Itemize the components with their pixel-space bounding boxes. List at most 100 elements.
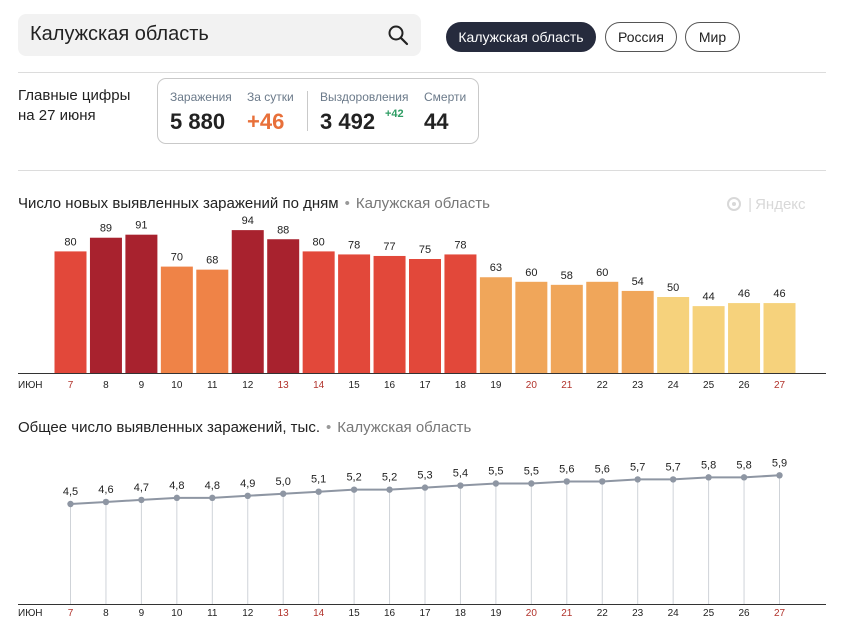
point-value-label: 4,9 [240,478,255,490]
bar [373,255,406,373]
bar-chart-title: Число новых выявленных заражений по дням… [18,195,490,212]
x-tick-label: 27 [774,608,786,619]
bar-value-label: 80 [64,236,76,248]
title-separator-dot: • [344,195,350,212]
point-value-label: 4,8 [169,480,184,492]
month-label: ИЮН [18,380,43,391]
stats-separator [307,91,308,131]
search-icon[interactable] [387,24,409,46]
point-value-label: 4,5 [63,486,78,498]
data-point [350,486,358,493]
daily-value: +46 [247,109,285,134]
bar [267,239,300,373]
bar [89,237,122,373]
bar [515,281,548,373]
x-tick-label: 24 [668,380,680,391]
bar [125,234,158,373]
x-tick-label: 16 [384,380,396,391]
x-tick-label: 23 [632,608,644,619]
bar-value-label: 80 [313,236,325,248]
search-input-value[interactable]: Калужская область [30,23,209,45]
bar-value-label: 77 [383,241,395,253]
tab-kaluga-region[interactable]: Калужская область [446,22,596,52]
bar [621,290,654,373]
x-tick-label: 7 [68,608,74,619]
x-tick-label: 11 [207,380,218,391]
x-tick-label: 7 [68,380,74,391]
tab-russia[interactable]: Россия [605,22,677,52]
bar [550,284,583,373]
search-input[interactable]: Калужская область [18,14,421,56]
stats-card: Заражения 5 880 За сутки +46 Выздоровлен… [157,78,479,144]
mid-divider [18,170,826,171]
recovered-value: 3 492 [320,109,376,134]
x-tick-label: 14 [313,380,325,391]
data-point [315,488,322,495]
data-point [457,482,464,489]
tab-world[interactable]: Мир [685,22,740,52]
x-tick-label: 9 [139,608,145,619]
point-value-label: 5,8 [701,459,716,471]
bar [728,303,761,373]
data-point [244,492,251,499]
x-tick-label: 27 [774,380,786,391]
data-point [421,484,429,491]
recovered-label: Выздоровления [320,90,409,104]
daily-label: За сутки [247,90,294,104]
bar [657,297,690,373]
x-tick-label: 16 [384,608,396,619]
x-tick-label: 25 [703,380,715,391]
bar-value-label: 46 [738,288,750,300]
x-tick-label: 23 [632,380,644,391]
bar-value-label: 68 [206,255,218,267]
bar-value-label: 78 [454,239,466,251]
x-tick-label: 15 [349,608,361,619]
bar [586,281,619,373]
bar-value-label: 58 [561,270,573,282]
bar [692,306,725,373]
x-tick-label: 19 [490,608,502,619]
deaths-value: 44 [424,109,449,134]
bar-value-label: 75 [419,244,431,256]
bar [196,269,229,373]
point-value-label: 5,7 [666,461,681,473]
yandex-logo-text: Яндекс [755,196,806,213]
headline-line2: на 27 июня [18,107,96,124]
bar-value-label: 70 [171,252,183,264]
cumulative-line-chart: 4,5 4,6 4,7 4,8 4,8 4,9 5,0 5,1 5,2 5,2 5,3 5,4 5,5 5… [18,457,826,619]
x-tick-label: 8 [103,380,109,391]
x-tick-label: 25 [703,608,715,619]
bar-chart-title-text: Число новых выявленных заражений по дням [18,195,339,212]
data-point [634,476,641,483]
x-tick-label: 24 [668,608,680,619]
line-chart-title: Общее число выявленных заражений, тыс. • К… [18,419,471,436]
x-tick-label: 22 [597,380,609,391]
bar [479,277,512,373]
x-tick-label: 17 [419,608,431,619]
bar-value-label: 60 [525,267,537,279]
point-value-label: 5,2 [382,472,397,484]
point-value-label: 5,5 [524,466,539,478]
bar [231,230,264,373]
point-value-label: 5,6 [595,463,610,475]
data-point [67,500,74,508]
point-value-label: 5,9 [772,457,787,469]
month-label: ИЮН [18,608,43,619]
yandex-logo-icon [727,197,741,211]
point-value-label: 4,6 [98,484,113,496]
bar-value-label: 60 [596,267,608,279]
data-point [492,480,500,487]
bar-value-label: 44 [702,291,714,303]
data-point [599,478,606,485]
data-point [173,494,181,502]
bar [54,251,87,373]
bar [409,259,441,373]
bar-value-label: 78 [348,239,360,251]
top-divider [18,72,826,73]
data-point [138,496,145,504]
infections-value: 5 880 [170,109,226,134]
point-value-label: 5,3 [417,470,432,482]
headline-line1: Главные цифры [18,87,131,104]
data-point [563,478,570,485]
x-tick-label: 18 [455,380,467,391]
